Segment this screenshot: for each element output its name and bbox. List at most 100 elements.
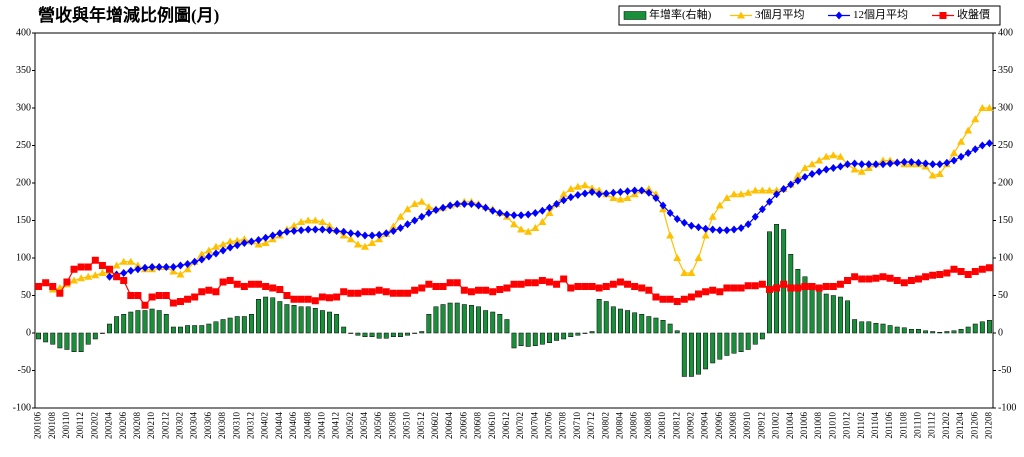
point <box>106 272 114 281</box>
point <box>411 216 419 225</box>
bar <box>298 306 304 334</box>
point <box>985 264 993 272</box>
legend-marker <box>835 11 843 20</box>
point <box>233 280 241 288</box>
point <box>467 288 475 296</box>
bar <box>717 332 723 360</box>
point <box>255 236 263 244</box>
point <box>134 265 142 274</box>
point <box>836 280 844 288</box>
point <box>715 201 724 209</box>
x-tick-label: 200608 <box>473 412 483 440</box>
bar <box>511 332 517 349</box>
point <box>624 187 632 196</box>
bar <box>547 332 552 343</box>
point <box>751 282 759 290</box>
point <box>638 284 646 292</box>
x-tick-label: 201208 <box>984 412 994 440</box>
point <box>247 237 255 246</box>
x-tick-label: 200306 <box>203 412 213 440</box>
bar <box>923 330 929 334</box>
bar <box>263 296 269 334</box>
point <box>261 239 270 246</box>
point <box>212 288 220 296</box>
bar <box>121 314 127 334</box>
point <box>389 227 397 235</box>
point <box>205 286 213 294</box>
point <box>560 196 568 205</box>
point <box>978 104 987 111</box>
x-tick-label: 200904 <box>700 412 710 440</box>
point <box>730 284 738 292</box>
point <box>176 270 185 278</box>
point <box>595 190 603 199</box>
x-tick-label: 200706 <box>544 412 554 440</box>
bar <box>525 332 531 347</box>
point <box>553 200 561 208</box>
bar <box>476 306 481 334</box>
point <box>198 288 206 296</box>
bar <box>440 304 446 334</box>
point <box>35 283 43 290</box>
bar <box>248 314 254 334</box>
point <box>765 197 773 206</box>
x-tick-label: 201112 <box>927 412 937 438</box>
bar <box>887 325 893 334</box>
point <box>84 272 93 280</box>
point <box>240 235 249 243</box>
point <box>815 167 823 176</box>
bar <box>908 329 914 334</box>
bar <box>362 332 368 337</box>
bar <box>213 321 219 334</box>
point <box>375 230 383 239</box>
x-tick-label: 200902 <box>685 412 695 439</box>
x-tick-label: 200212 <box>160 412 170 439</box>
point <box>340 288 348 296</box>
point <box>545 209 554 216</box>
bar <box>490 311 496 334</box>
bar <box>866 321 872 334</box>
point <box>240 283 248 290</box>
y2-tick-label: 50 <box>998 290 1008 301</box>
point <box>631 283 639 290</box>
point <box>510 280 518 288</box>
point <box>957 152 965 161</box>
point <box>702 288 710 296</box>
point <box>971 145 979 154</box>
point <box>538 277 546 284</box>
point <box>517 211 525 220</box>
point <box>758 186 767 194</box>
bar <box>227 317 233 334</box>
bar <box>291 305 297 334</box>
point <box>758 205 766 214</box>
bar <box>561 332 567 340</box>
bar <box>646 316 652 334</box>
bar <box>461 304 467 334</box>
bar <box>724 332 730 356</box>
bar <box>504 319 510 334</box>
point <box>722 194 731 201</box>
bar <box>972 323 978 334</box>
x-tick-label: 200302 <box>175 412 185 439</box>
point <box>531 279 539 287</box>
x-tick-label: 201110 <box>913 412 923 439</box>
bar <box>376 332 382 339</box>
point <box>602 189 610 198</box>
bar <box>185 325 191 334</box>
bar <box>43 332 49 343</box>
point <box>567 193 575 202</box>
point <box>886 274 894 282</box>
point <box>808 160 817 168</box>
point <box>212 249 220 258</box>
point <box>133 261 142 269</box>
x-tick-label: 200404 <box>274 412 284 440</box>
point <box>347 289 355 297</box>
point <box>91 271 100 279</box>
bar <box>759 332 765 340</box>
legend-box <box>618 5 1001 26</box>
point <box>943 158 951 167</box>
point <box>950 265 958 273</box>
point <box>737 284 745 292</box>
point <box>836 162 844 171</box>
bar <box>78 332 84 352</box>
